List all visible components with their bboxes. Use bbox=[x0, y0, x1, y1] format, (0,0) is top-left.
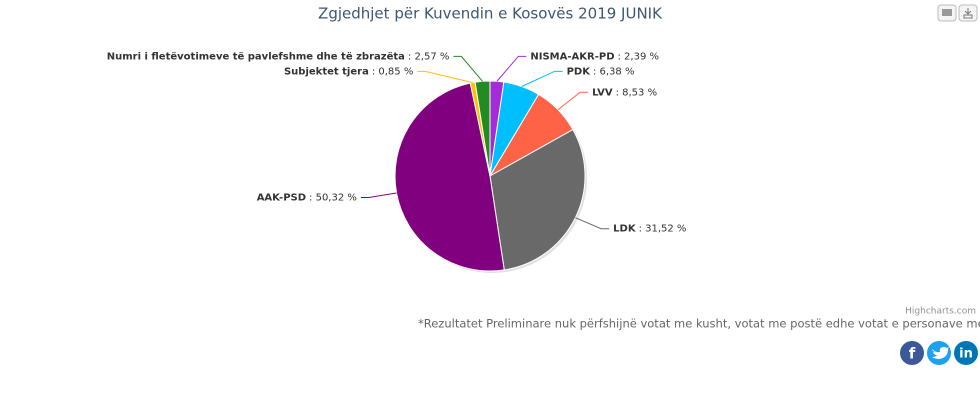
footnote: *Rezultatet Preliminare nuk përfshijnë v… bbox=[418, 317, 980, 331]
connector bbox=[521, 70, 563, 87]
facebook-icon: f bbox=[909, 345, 916, 363]
twitter-icon bbox=[932, 347, 949, 359]
credits[interactable]: Highcharts.com bbox=[905, 307, 976, 317]
label-value: : 50,32 % bbox=[309, 192, 357, 203]
connector bbox=[453, 55, 483, 82]
label-value: : 2,57 % bbox=[408, 51, 450, 62]
connector bbox=[575, 217, 610, 230]
data-label: AAK-PSD: 50,32 % bbox=[257, 192, 357, 203]
data-label: LDK: 31,52 % bbox=[613, 224, 686, 235]
label-name: LDK bbox=[613, 224, 637, 235]
connector bbox=[417, 70, 473, 84]
data-label: Subjektet tjera: 0,85 % bbox=[284, 66, 413, 77]
label-value: : 8,53 % bbox=[616, 87, 658, 98]
linkedin-icon: in bbox=[959, 347, 973, 362]
data-label: LVV: 8,53 % bbox=[592, 87, 657, 98]
label-name: AAK-PSD bbox=[257, 192, 306, 203]
label-name: LVV bbox=[592, 87, 613, 98]
pie-slice bbox=[489, 128, 586, 271]
data-label: Numri i fletëvotimeve të pavlefshme dhe … bbox=[107, 51, 450, 62]
pie-slice bbox=[394, 82, 505, 272]
label-name: Subjektet tjera bbox=[284, 66, 369, 77]
data-label: NISMA-AKR-PD : 2,39 % bbox=[530, 51, 659, 62]
label-value: : 6,38 % bbox=[593, 66, 635, 77]
connector bbox=[360, 192, 397, 198]
data-label: PDK: 6,38 % bbox=[567, 66, 635, 77]
export-buttons[interactable] bbox=[937, 4, 978, 22]
connector bbox=[496, 55, 527, 82]
label-value: : 0,85 % bbox=[372, 66, 414, 77]
print-icon bbox=[942, 9, 952, 16]
label-name: NISMA-AKR-PD bbox=[530, 51, 614, 62]
chart-title: Zgjedhjet për Kuvendin e Kosovës 2019 JU… bbox=[318, 5, 663, 23]
connector bbox=[557, 91, 589, 111]
label-name: Numri i fletëvotimeve të pavlefshme dhe … bbox=[107, 51, 405, 62]
label-value: : 31,52 % bbox=[639, 224, 687, 235]
linkedin-button[interactable] bbox=[954, 341, 978, 365]
download-icon bbox=[963, 8, 973, 19]
facebook-button[interactable] bbox=[900, 341, 924, 365]
share-buttons: f in bbox=[900, 341, 978, 365]
label-value: : 2,39 % bbox=[618, 51, 660, 62]
label-name: PDK bbox=[567, 66, 592, 77]
